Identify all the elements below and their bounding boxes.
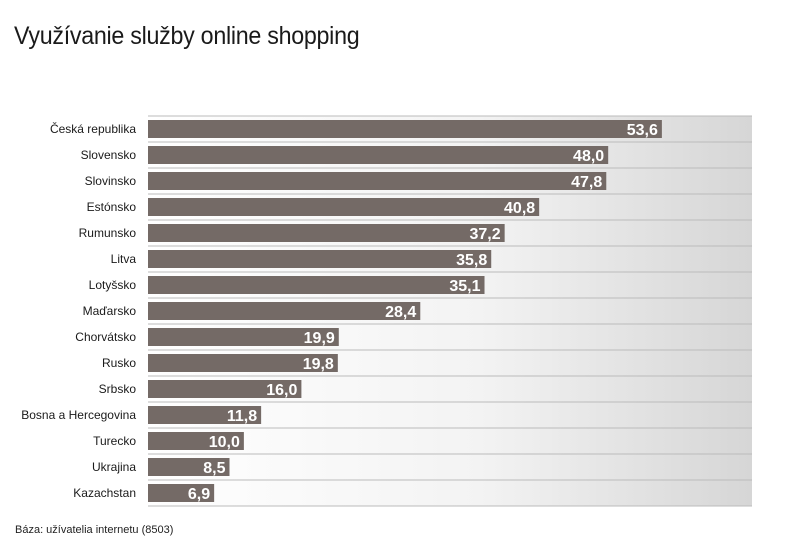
data-label: 35,1 [449, 278, 480, 295]
bar [148, 146, 609, 164]
bar [148, 458, 230, 476]
bar [148, 224, 505, 242]
category-label: Srbsko [99, 382, 137, 396]
bar [148, 328, 339, 346]
data-label: 19,8 [303, 356, 334, 373]
data-label: 6,9 [188, 486, 210, 503]
bar [148, 302, 421, 320]
data-label: 10,0 [209, 434, 240, 451]
bar [148, 250, 492, 268]
category-label: Turecko [93, 434, 136, 448]
data-label: 48,0 [573, 148, 604, 165]
bar [148, 120, 662, 138]
category-label: Rusko [102, 356, 136, 370]
bar [148, 354, 338, 372]
data-label: 53,6 [627, 122, 658, 139]
data-label: 19,9 [304, 330, 335, 347]
bar [148, 380, 302, 398]
category-label: Slovensko [81, 148, 137, 162]
bar [148, 198, 540, 216]
data-label: 16,0 [266, 382, 297, 399]
category-label: Lotyšsko [89, 278, 137, 292]
bar [148, 276, 485, 294]
data-label: 28,4 [385, 304, 416, 321]
data-label: 11,8 [227, 408, 257, 425]
category-label: Kazachstan [73, 486, 136, 500]
data-label: 40,8 [504, 200, 535, 217]
category-label: Maďarsko [83, 304, 137, 318]
category-label: Bosna a Hercegovina [21, 408, 136, 422]
category-label: Litva [111, 252, 137, 266]
category-label: Ukrajina [92, 460, 136, 474]
data-label: 37,2 [470, 226, 501, 243]
source-note: Báza: užívatelia internetu (8503) [15, 524, 174, 536]
data-label: 47,8 [571, 174, 602, 191]
category-label: Estónsko [87, 200, 137, 214]
category-label: Česká republika [50, 121, 136, 136]
chart-title: Využívanie služby online shopping [14, 22, 360, 50]
bar [148, 484, 215, 502]
bar [148, 432, 244, 450]
category-label: Slovinsko [85, 174, 137, 188]
category-label: Rumunsko [79, 226, 137, 240]
bar [148, 406, 262, 424]
bar [148, 172, 607, 190]
data-label: 8,5 [203, 460, 225, 477]
data-label: 35,8 [456, 252, 487, 269]
category-label: Chorvátsko [75, 330, 136, 344]
